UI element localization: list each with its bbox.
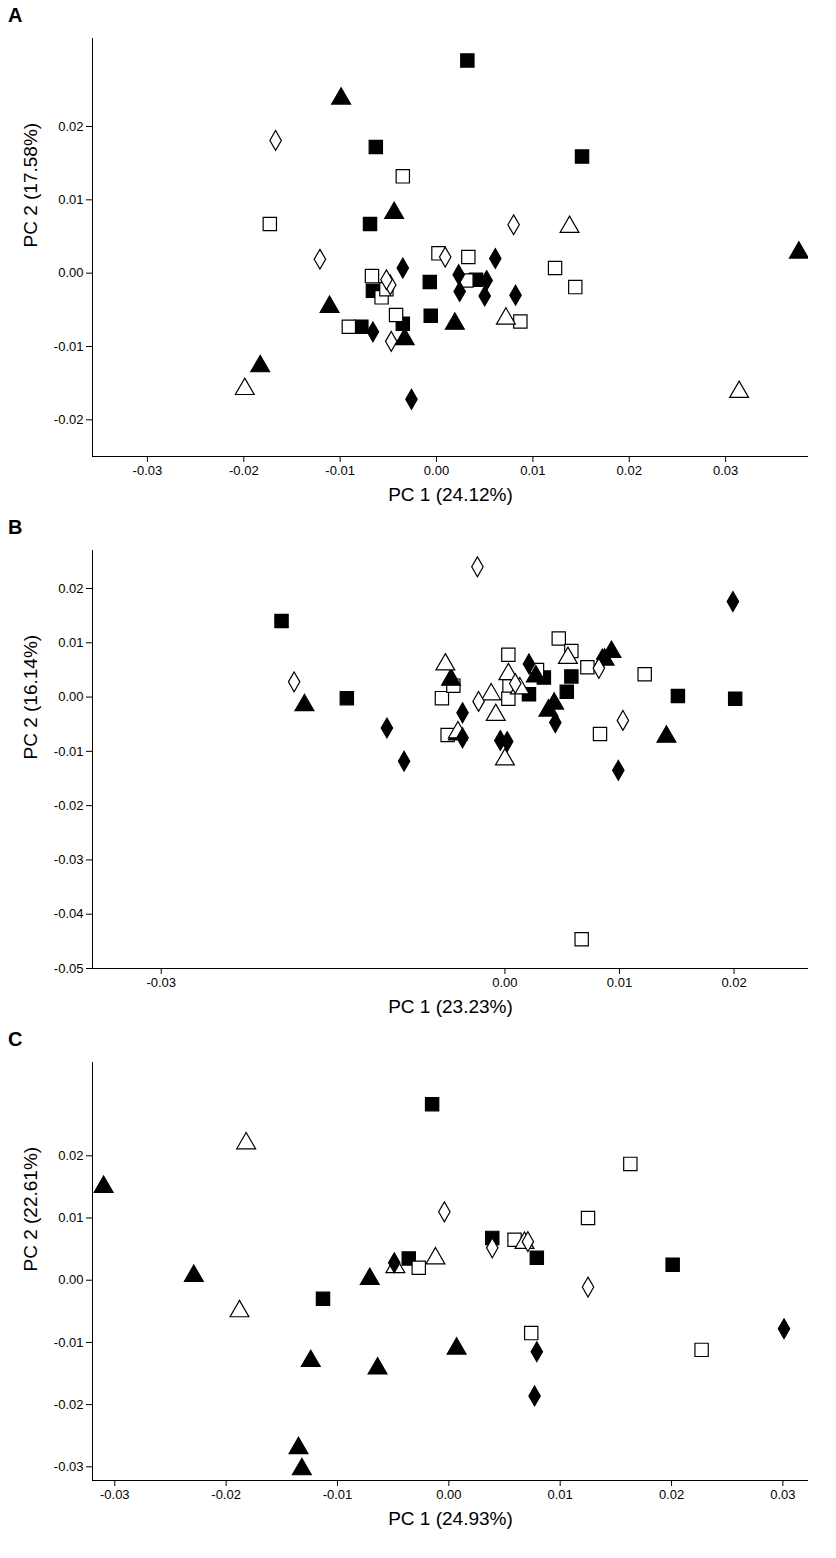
svg-text:0.02: 0.02 bbox=[58, 1148, 83, 1163]
svg-text:-0.01: -0.01 bbox=[323, 1487, 353, 1502]
svg-text:-0.04: -0.04 bbox=[54, 906, 84, 921]
html-text:C: C bbox=[8, 1028, 23, 1050]
svg-text:0.03: 0.03 bbox=[770, 1487, 795, 1502]
html-text:B: B bbox=[8, 516, 23, 538]
svg-text:PC 2 (17.58%): PC 2 (17.58%) bbox=[20, 123, 41, 248]
svg-text:0.02: 0.02 bbox=[58, 119, 83, 134]
svg-text:0.00: 0.00 bbox=[58, 1272, 83, 1287]
svg-text:0.02: 0.02 bbox=[721, 975, 746, 990]
svg-text:PC 1 (24.12%): PC 1 (24.12%) bbox=[388, 484, 513, 505]
svg-text:0.01: 0.01 bbox=[520, 463, 545, 478]
svg-text:-0.02: -0.02 bbox=[211, 1487, 241, 1502]
svg-text:-0.02: -0.02 bbox=[54, 798, 84, 813]
svg-text:0.01: 0.01 bbox=[607, 975, 632, 990]
svg-text:PC 2 (22.61%): PC 2 (22.61%) bbox=[20, 1147, 41, 1272]
svg-text:PC 1 (23.23%): PC 1 (23.23%) bbox=[388, 996, 513, 1017]
svg-text:-0.01: -0.01 bbox=[325, 463, 355, 478]
svg-text:PC 1 (24.93%): PC 1 (24.93%) bbox=[388, 1508, 513, 1529]
svg-text:-0.03: -0.03 bbox=[100, 1487, 130, 1502]
svg-text:0.03: 0.03 bbox=[713, 463, 738, 478]
svg-text:0.02: 0.02 bbox=[659, 1487, 684, 1502]
svg-text:-0.03: -0.03 bbox=[54, 1459, 84, 1474]
svg-text:-0.01: -0.01 bbox=[54, 339, 84, 354]
svg-text:0.00: 0.00 bbox=[436, 1487, 461, 1502]
svg-text:0.01: 0.01 bbox=[58, 192, 83, 207]
svg-text:0.01: 0.01 bbox=[548, 1487, 573, 1502]
html-text:A: A bbox=[8, 4, 23, 26]
svg-text:0.01: 0.01 bbox=[58, 1210, 83, 1225]
svg-text:-0.03: -0.03 bbox=[54, 852, 84, 867]
svg-text:-0.03: -0.03 bbox=[146, 975, 176, 990]
svg-text:-0.01: -0.01 bbox=[54, 1335, 84, 1350]
svg-text:-0.02: -0.02 bbox=[229, 463, 259, 478]
svg-text:0.00: 0.00 bbox=[58, 689, 83, 704]
svg-text:0.02: 0.02 bbox=[617, 463, 642, 478]
svg-text:-0.03: -0.03 bbox=[133, 463, 163, 478]
svg-text:0.00: 0.00 bbox=[492, 975, 517, 990]
svg-text:PC 2 (16.14%): PC 2 (16.14%) bbox=[20, 635, 41, 760]
svg-text:0.02: 0.02 bbox=[58, 581, 83, 596]
svg-text:0.00: 0.00 bbox=[58, 265, 83, 280]
svg-text:0.01: 0.01 bbox=[58, 635, 83, 650]
svg-text:-0.01: -0.01 bbox=[54, 744, 84, 759]
svg-text:-0.05: -0.05 bbox=[54, 961, 84, 976]
svg-text:0.00: 0.00 bbox=[424, 463, 449, 478]
svg-text:-0.02: -0.02 bbox=[54, 412, 84, 427]
svg-text:-0.02: -0.02 bbox=[54, 1397, 84, 1412]
